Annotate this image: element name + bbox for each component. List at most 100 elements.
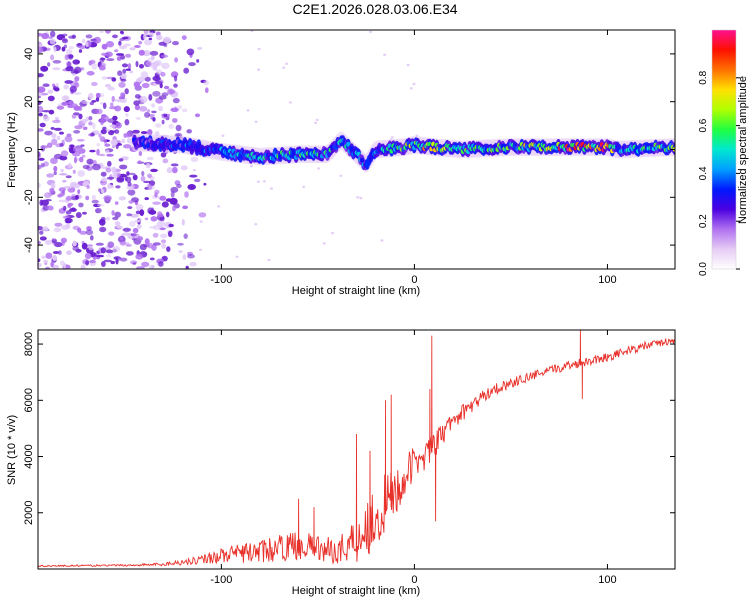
spectrogram-noise-speck [148, 94, 153, 101]
spectrogram-noise-speck [119, 236, 124, 241]
spectrogram-noise-speck [159, 233, 168, 239]
spectrogram-noise-speck [52, 264, 59, 269]
spectrogram-noise-speck [74, 66, 82, 74]
spectrogram-noise-speck [160, 54, 168, 58]
spectrogram-noise-speck [187, 184, 196, 190]
spectrogram-noise-speck [110, 260, 115, 265]
spectrogram-noise-speck [140, 96, 148, 103]
spectrogram-noise-speck [182, 254, 187, 260]
spectrogram-noise-speck [38, 258, 41, 262]
spectrogram-noise-speck [52, 67, 61, 71]
spectrogram-noise-speck [198, 212, 207, 218]
spectrogram-noise-speck [79, 230, 87, 235]
spectrogram-noise-speck [162, 158, 169, 164]
spectrogram-noise-speck [48, 36, 53, 39]
spectrogram-noise-speck [163, 43, 168, 48]
spectrogram-noise-speck [173, 83, 178, 88]
spectrogram-noise-speck [153, 224, 161, 231]
spectrogram-noise-speck [98, 153, 106, 157]
spectrogram-noise-speck [125, 113, 129, 117]
spectrogram-noise-speck [149, 257, 155, 261]
spectrogram-noise-speck [55, 116, 59, 120]
spectrogram-noise-speck [74, 156, 77, 164]
spectrogram-noise-speck [159, 227, 166, 231]
spectrogram-noise-speck [103, 195, 112, 202]
spectrogram-noise-speck [115, 257, 119, 265]
spectrogram-noise-speck [77, 189, 81, 195]
spectrogram-noise-speck [166, 167, 173, 174]
spectrogram-noise-speck [114, 99, 123, 102]
spectrogram-noise-speck [160, 239, 167, 244]
spectrogram-noise-speck [120, 92, 126, 98]
spectrogram-noise-speck [128, 172, 136, 176]
spectrogram-noise-speck [123, 106, 130, 113]
spectrogram-noise-speck [331, 231, 334, 235]
spectrogram-noise-speck [107, 160, 112, 167]
spectrogram-noise-speck [95, 97, 100, 102]
spectrogram-noise-speck [254, 120, 258, 124]
spectrogram-noise-speck [72, 92, 82, 95]
spectrogram-noise-speck [235, 255, 239, 258]
colorbar-tick-label: 0.4 [698, 166, 709, 180]
spectrogram-noise-speck [159, 83, 163, 89]
spectrogram-noise-speck [105, 149, 110, 154]
spectrogram-noise-speck [43, 259, 49, 263]
spectrogram-noise-speck [104, 83, 112, 88]
spectrogram-noise-speck [141, 261, 150, 267]
spectrogram-noise-speck [152, 61, 160, 67]
colorbar-tick-label: 0.8 [698, 70, 709, 84]
spectrogram-noise-speck [145, 162, 151, 169]
spectrogram-noise-speck [130, 213, 139, 218]
spectrogram-noise-speck [38, 95, 42, 99]
spectrogram-noise-speck [38, 86, 46, 93]
spectrogram-noise-speck [156, 34, 163, 41]
spectrogram-noise-speck [53, 165, 58, 172]
colorbar-frame [711, 29, 737, 270]
spectrogram-noise-speck [194, 178, 201, 183]
spectrogram-noise-speck [135, 210, 141, 215]
spectrogram-noise-speck [151, 103, 156, 108]
spectrogram-noise-speck [52, 255, 58, 261]
spectrogram-noise-speck [89, 259, 96, 264]
spectrogram-noise-speck [172, 205, 176, 212]
spectrogram-noise-speck [116, 225, 123, 229]
spectrogram-noise-speck [147, 173, 152, 178]
spectrogram-noise-speck [65, 217, 72, 222]
spectrogram-noise-speck [122, 68, 127, 74]
spectrogram-noise-speck [174, 57, 179, 63]
spectrogram-noise-speck [91, 199, 99, 204]
spectrogram-noise-speck [52, 119, 61, 124]
snr-y-ticks: 2000 4000 6000 8000 [23, 332, 675, 525]
spectrogram-noise-speck [74, 195, 79, 200]
spectrogram-noise-speck [153, 83, 157, 87]
spectrogram-noise-speck [63, 84, 69, 90]
spectrogram-noise-speck [138, 49, 145, 56]
spectrogram-noise-speck [44, 130, 53, 136]
spectrogram-noise-speck [54, 222, 63, 227]
spectrogram-noise-speck [40, 163, 45, 168]
spectrogram-noise-speck [47, 142, 53, 148]
spectrogram-noise-speck [152, 117, 156, 122]
spectrogram-noise-speck [183, 233, 188, 239]
spectrogram-noise-speck [149, 50, 159, 56]
spectrogram-noise-speck [163, 113, 168, 118]
spectrogram-noise-speck [85, 260, 89, 266]
spectrogram-noise-speck [85, 229, 94, 236]
spectrogram-noise-speck [115, 122, 122, 129]
spectrogram-noise-speck [134, 219, 140, 223]
colorbar-gradient [712, 30, 736, 269]
spectrogram-noise-speck [82, 211, 87, 215]
spectrogram-noise-speck [124, 88, 129, 95]
spectrogram-noise-speck [96, 148, 100, 156]
spectrogram-noise-speck [91, 81, 98, 87]
spectrogram-noise-speck [47, 95, 55, 102]
spectrogram-y-tick-label: -20 [23, 189, 35, 205]
spectrogram-noise-speck [144, 217, 149, 221]
spectrogram-noise-speck [136, 224, 142, 229]
spectrogram-noise-speck [188, 62, 196, 67]
spectrogram-noise-speck [60, 168, 64, 173]
spectrogram-noise-speck [85, 41, 89, 48]
spectrogram-noise-speck [45, 199, 52, 202]
spectrogram-noise-speck [112, 145, 116, 149]
